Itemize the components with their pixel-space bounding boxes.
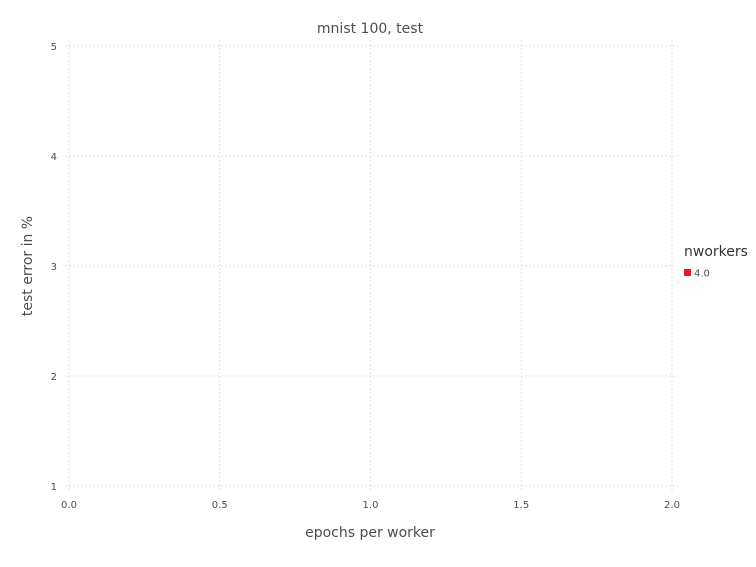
x-tick-label: 1.5 [513, 500, 529, 511]
x-gridlines [68, 40, 673, 490]
y-tick-label: 2 [51, 372, 57, 383]
y-gridlines [65, 45, 678, 487]
x-tick-label: 0.5 [212, 500, 228, 511]
legend-swatch [684, 269, 691, 276]
y-axis-label: test error in % [20, 216, 36, 316]
legend-entry-label: 4.0 [694, 269, 710, 280]
legend-title: nworkers [684, 244, 748, 260]
x-tick-label: 2.0 [664, 500, 680, 511]
y-tick-labels: 1 2 3 4 5 [51, 42, 57, 493]
y-tick-label: 3 [51, 262, 57, 273]
x-axis-label: epochs per worker [305, 525, 435, 541]
y-tick-label: 5 [51, 42, 57, 53]
y-tick-label: 4 [51, 152, 57, 163]
legend: nworkers 4.0 [684, 244, 748, 280]
x-tick-labels: 0.0 0.5 1.0 1.5 2.0 [61, 500, 680, 511]
y-tick-label: 1 [51, 482, 57, 493]
legend-entries: 4.0 [684, 269, 710, 280]
x-tick-label: 1.0 [363, 500, 379, 511]
x-tick-label: 0.0 [61, 500, 77, 511]
chart-title: mnist 100, test [317, 21, 424, 37]
